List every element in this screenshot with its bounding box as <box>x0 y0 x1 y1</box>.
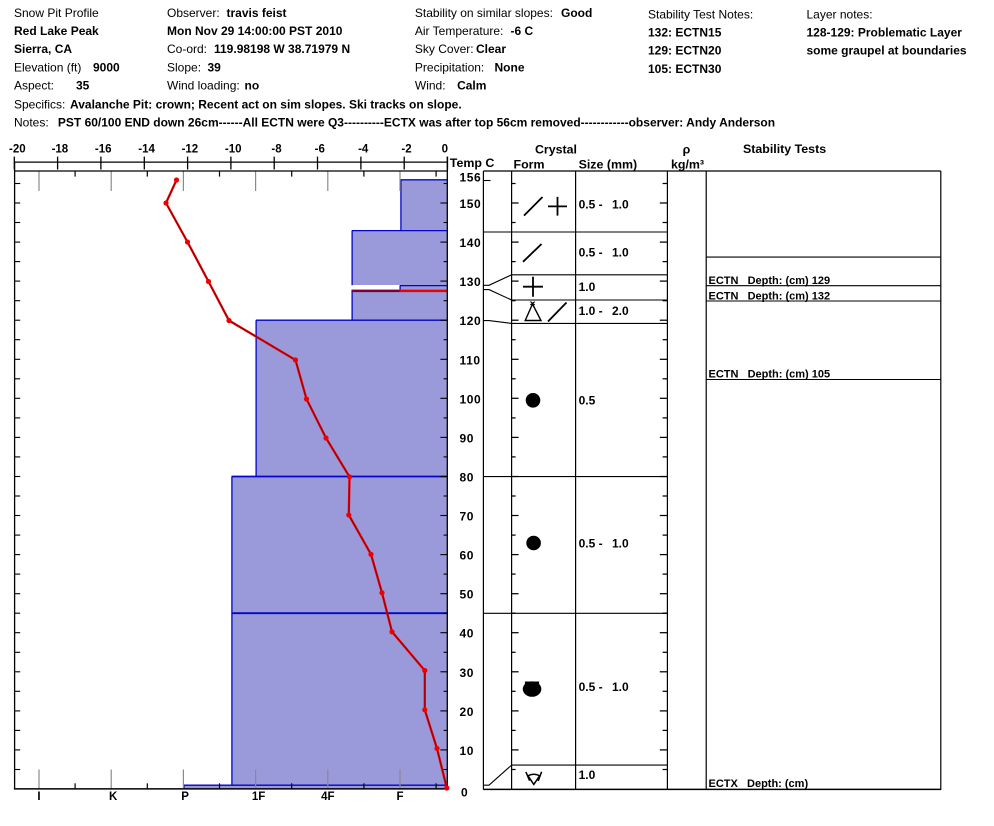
svg-text:1.0: 1.0 <box>579 768 596 782</box>
svg-text:128-129: Problematic Layer: 128-129: Problematic Layer <box>807 25 963 39</box>
svg-text:-6 C: -6 C <box>511 24 534 38</box>
svg-text:ECTX Depth: (cm): ECTX Depth: (cm) <box>709 778 809 790</box>
svg-text:1F: 1F <box>252 791 265 803</box>
svg-text:Elevation (ft): Elevation (ft) <box>14 60 81 74</box>
svg-text:105: ECTN30: 105: ECTN30 <box>648 62 722 76</box>
svg-text:Red Lake Peak: Red Lake Peak <box>14 24 99 38</box>
svg-text:PST 60/100 END down 26cm------: PST 60/100 END down 26cm------All ECTN w… <box>58 115 775 129</box>
svg-text:0.5 -: 0.5 - <box>579 680 603 694</box>
svg-text:-10: -10 <box>225 144 242 156</box>
svg-text:-8: -8 <box>271 144 282 156</box>
svg-text:Clear: Clear <box>476 42 506 56</box>
svg-text:0: 0 <box>461 786 468 800</box>
svg-text:140: 140 <box>460 236 482 250</box>
svg-text:kg/m³: kg/m³ <box>671 158 704 172</box>
svg-text:150: 150 <box>460 197 482 211</box>
svg-text:100: 100 <box>460 392 482 406</box>
svg-text:-18: -18 <box>52 144 69 156</box>
svg-text:Layer notes:: Layer notes: <box>807 7 873 21</box>
svg-text:Observer:: Observer: <box>167 6 220 20</box>
svg-text:-14: -14 <box>138 144 155 156</box>
svg-text:80: 80 <box>460 471 475 485</box>
svg-text:0.5 -: 0.5 - <box>579 537 603 551</box>
svg-text:Co-ord:: Co-ord: <box>167 42 207 56</box>
svg-text:Air Temperature:: Air Temperature: <box>415 24 503 38</box>
svg-text:130: 130 <box>460 275 482 289</box>
svg-text:129: ECTN20: 129: ECTN20 <box>648 44 722 58</box>
svg-text:1.0: 1.0 <box>579 280 596 294</box>
svg-text:1.0 -: 1.0 - <box>579 304 603 318</box>
svg-text:4F: 4F <box>321 791 334 803</box>
svg-text:0.5 -: 0.5 - <box>579 198 603 212</box>
svg-text:30: 30 <box>460 666 475 680</box>
svg-text:Size (mm): Size (mm) <box>579 158 638 172</box>
svg-text:9000: 9000 <box>93 60 120 74</box>
svg-text:119.98198 W 38.71979 N: 119.98198 W 38.71979 N <box>214 42 350 56</box>
svg-text:35: 35 <box>76 78 90 92</box>
svg-text:-6: -6 <box>315 144 325 156</box>
svg-text:Stability Tests: Stability Tests <box>743 142 826 156</box>
svg-text:Specifics:: Specifics: <box>14 98 65 112</box>
svg-text:1.0: 1.0 <box>612 198 629 212</box>
svg-text:Crystal: Crystal <box>535 143 577 157</box>
svg-text:Sky Cover:: Sky Cover: <box>415 42 474 56</box>
svg-text:Stability Test Notes:: Stability Test Notes: <box>648 7 753 21</box>
svg-text:P: P <box>181 791 189 803</box>
svg-text:0.5 -: 0.5 - <box>579 246 603 260</box>
svg-text:Sierra, CA: Sierra, CA <box>14 42 72 56</box>
svg-text:39: 39 <box>208 60 222 74</box>
svg-text:-20: -20 <box>9 144 26 156</box>
svg-text:no: no <box>245 78 260 92</box>
svg-text:some graupel at boundaries: some graupel at boundaries <box>807 44 967 58</box>
svg-text:0.5: 0.5 <box>579 394 596 408</box>
svg-text:travis feist: travis feist <box>227 6 287 20</box>
svg-text:156: 156 <box>460 171 482 185</box>
svg-text:110: 110 <box>460 353 481 367</box>
svg-text:-4: -4 <box>358 144 369 156</box>
svg-text:Aspect:: Aspect: <box>14 78 54 92</box>
svg-text:Temp C: Temp C <box>450 156 495 170</box>
svg-text:10: 10 <box>460 744 475 758</box>
svg-text:Snow Pit Profile: Snow Pit Profile <box>14 6 99 20</box>
svg-text:ρ: ρ <box>683 143 691 157</box>
svg-text:132: ECTN15: 132: ECTN15 <box>648 25 722 39</box>
svg-text:90: 90 <box>460 431 475 445</box>
svg-text:-16: -16 <box>95 144 112 156</box>
svg-text:1.0: 1.0 <box>612 246 629 260</box>
svg-text:K: K <box>109 791 118 803</box>
svg-text:2.0: 2.0 <box>612 304 629 318</box>
svg-text:ECTN Depth: (cm) 105: ECTN Depth: (cm) 105 <box>709 369 831 381</box>
svg-text:None: None <box>495 60 525 74</box>
svg-text:Wind:: Wind: <box>415 78 446 92</box>
svg-text:1.0: 1.0 <box>612 537 629 551</box>
svg-text:Precipitation:: Precipitation: <box>415 60 484 74</box>
svg-text:70: 70 <box>460 510 475 524</box>
svg-text:ECTN Depth: (cm) 129: ECTN Depth: (cm) 129 <box>709 275 831 287</box>
svg-text:Notes:: Notes: <box>14 115 49 129</box>
svg-text:Stability on similar slopes:: Stability on similar slopes: <box>415 6 553 20</box>
svg-text:60: 60 <box>460 549 475 563</box>
svg-text:-2: -2 <box>401 144 411 156</box>
svg-text:-12: -12 <box>182 144 199 156</box>
svg-text:Form: Form <box>514 158 545 172</box>
svg-text:20: 20 <box>460 705 475 719</box>
svg-text:120: 120 <box>460 314 482 328</box>
svg-text:ECTN Depth: (cm) 132: ECTN Depth: (cm) 132 <box>709 291 831 303</box>
svg-text:50: 50 <box>460 588 475 602</box>
svg-text:Calm: Calm <box>457 78 486 92</box>
svg-text:Wind loading:: Wind loading: <box>167 78 240 92</box>
svg-text:Slope:: Slope: <box>167 60 201 74</box>
svg-text:Mon Nov 29 14:00:00 PST 2010: Mon Nov 29 14:00:00 PST 2010 <box>167 24 343 38</box>
svg-text:Good: Good <box>561 6 592 20</box>
svg-text:1.0: 1.0 <box>612 680 629 694</box>
svg-text:F: F <box>396 791 403 803</box>
svg-text:40: 40 <box>460 627 475 641</box>
svg-text:I: I <box>37 791 40 803</box>
svg-text:0: 0 <box>442 144 448 156</box>
svg-text:Avalanche Pit: crown; Recent a: Avalanche Pit: crown; Recent act on sim … <box>70 98 462 112</box>
